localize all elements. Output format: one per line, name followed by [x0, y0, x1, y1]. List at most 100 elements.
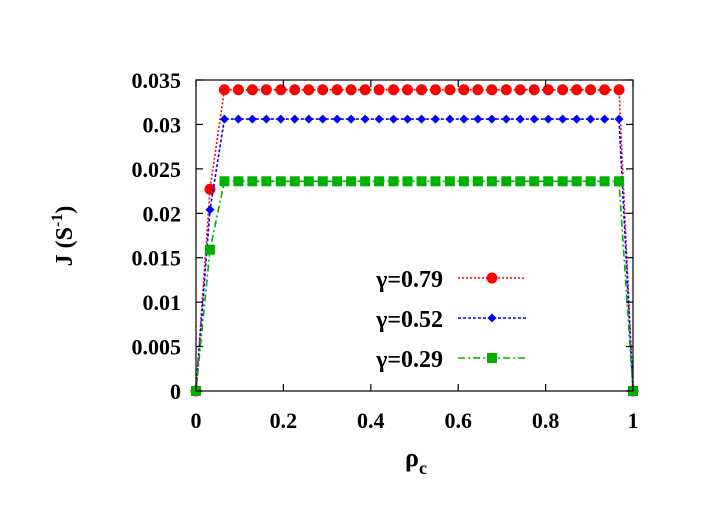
- y-tick-label: 0.02: [143, 201, 182, 226]
- data-point: [415, 84, 427, 96]
- data-point: [389, 114, 399, 124]
- data-point: [543, 114, 553, 124]
- data-point: [289, 176, 300, 187]
- data-point: [332, 114, 342, 124]
- data-point: [204, 244, 215, 255]
- data-point: [614, 114, 624, 124]
- data-point: [317, 84, 329, 96]
- data-point: [585, 176, 596, 187]
- data-point: [402, 84, 414, 96]
- y-axis-label-main: J (S: [52, 227, 78, 266]
- y-tick-label: 0.005: [132, 335, 182, 360]
- data-point: [543, 176, 554, 187]
- data-point: [416, 176, 427, 187]
- data-point: [359, 84, 371, 96]
- y-axis-label-close: ): [52, 206, 78, 214]
- data-point: [219, 176, 230, 187]
- data-point: [261, 114, 271, 124]
- data-point: [571, 176, 582, 187]
- data-point: [331, 84, 343, 96]
- x-tick-label: 0.4: [357, 408, 385, 433]
- data-point: [219, 114, 229, 124]
- legend: γ=0.79 γ=0.52 γ=0.29: [375, 267, 526, 373]
- data-point: [303, 84, 315, 96]
- data-point: [430, 114, 440, 124]
- data-point: [444, 176, 455, 187]
- data-point: [599, 176, 610, 187]
- data-point: [260, 84, 272, 96]
- data-point: [557, 84, 569, 96]
- x-tick-label: 0.2: [270, 408, 298, 433]
- data-point: [275, 84, 287, 96]
- data-point: [275, 176, 286, 187]
- data-point: [571, 84, 583, 96]
- data-point: [472, 84, 484, 96]
- data-point: [346, 114, 356, 124]
- data-point: [416, 114, 426, 124]
- legend-label: γ=0.79: [375, 267, 443, 293]
- data-point: [600, 114, 610, 124]
- x-tick-label: 0: [191, 408, 202, 433]
- data-point: [501, 114, 511, 124]
- data-point: [528, 84, 540, 96]
- data-point: [360, 114, 370, 124]
- x-tick-label: 0.6: [444, 408, 472, 433]
- data-point: [388, 84, 400, 96]
- data-point: [218, 84, 230, 96]
- data-point: [472, 176, 483, 187]
- data-point: [388, 176, 399, 187]
- data-point: [445, 114, 455, 124]
- data-point: [444, 84, 456, 96]
- data-point: [247, 114, 257, 124]
- data-point: [233, 176, 244, 187]
- data-point: [346, 176, 357, 187]
- series-2: [191, 114, 638, 396]
- legend-marker: [487, 353, 497, 363]
- plot-marks: [190, 84, 639, 397]
- data-point: [290, 114, 300, 124]
- data-point: [205, 205, 215, 215]
- data-point: [276, 114, 286, 124]
- data-point: [318, 114, 328, 124]
- data-point: [514, 84, 526, 96]
- axis-ticks: 0 0.2 0.4 0.6 0.8 1 0 0.005 0.01 0.015 0.02 0.025 0.…: [132, 68, 639, 433]
- x-axis-label-sub: c: [419, 458, 427, 478]
- data-point: [558, 114, 568, 124]
- x-tick-label: 1: [628, 408, 639, 433]
- data-point: [500, 84, 512, 96]
- data-point: [486, 84, 498, 96]
- y-axis-label-sup: -1: [49, 214, 66, 227]
- plot-frame: [195, 79, 634, 392]
- legend-label: γ=0.52: [375, 307, 443, 333]
- data-point: [232, 84, 244, 96]
- data-point: [246, 84, 258, 96]
- data-point: [458, 84, 470, 96]
- data-point: [402, 176, 413, 187]
- data-point: [373, 84, 385, 96]
- data-point: [487, 114, 497, 124]
- data-point: [430, 176, 441, 187]
- data-point: [458, 176, 469, 187]
- data-point: [486, 176, 497, 187]
- series-1: [190, 84, 639, 397]
- legend-marker: [486, 272, 498, 284]
- legend-marker: [487, 313, 497, 323]
- data-point: [501, 176, 512, 187]
- x-axis-label: ρc: [405, 443, 427, 478]
- series-line: [195, 88, 634, 392]
- y-axis-label: J (S-1): [49, 206, 78, 267]
- data-point: [374, 114, 384, 124]
- data-point: [572, 114, 582, 124]
- data-point: [542, 84, 554, 96]
- y-tick-label: 0.03: [143, 112, 182, 137]
- data-point: [529, 176, 540, 187]
- data-point: [233, 114, 243, 124]
- data-point: [613, 84, 625, 96]
- data-point: [261, 176, 272, 187]
- data-point: [360, 176, 371, 187]
- y-tick-label: 0.015: [132, 246, 182, 271]
- data-point: [557, 176, 568, 187]
- data-point: [332, 176, 343, 187]
- data-point: [247, 176, 258, 187]
